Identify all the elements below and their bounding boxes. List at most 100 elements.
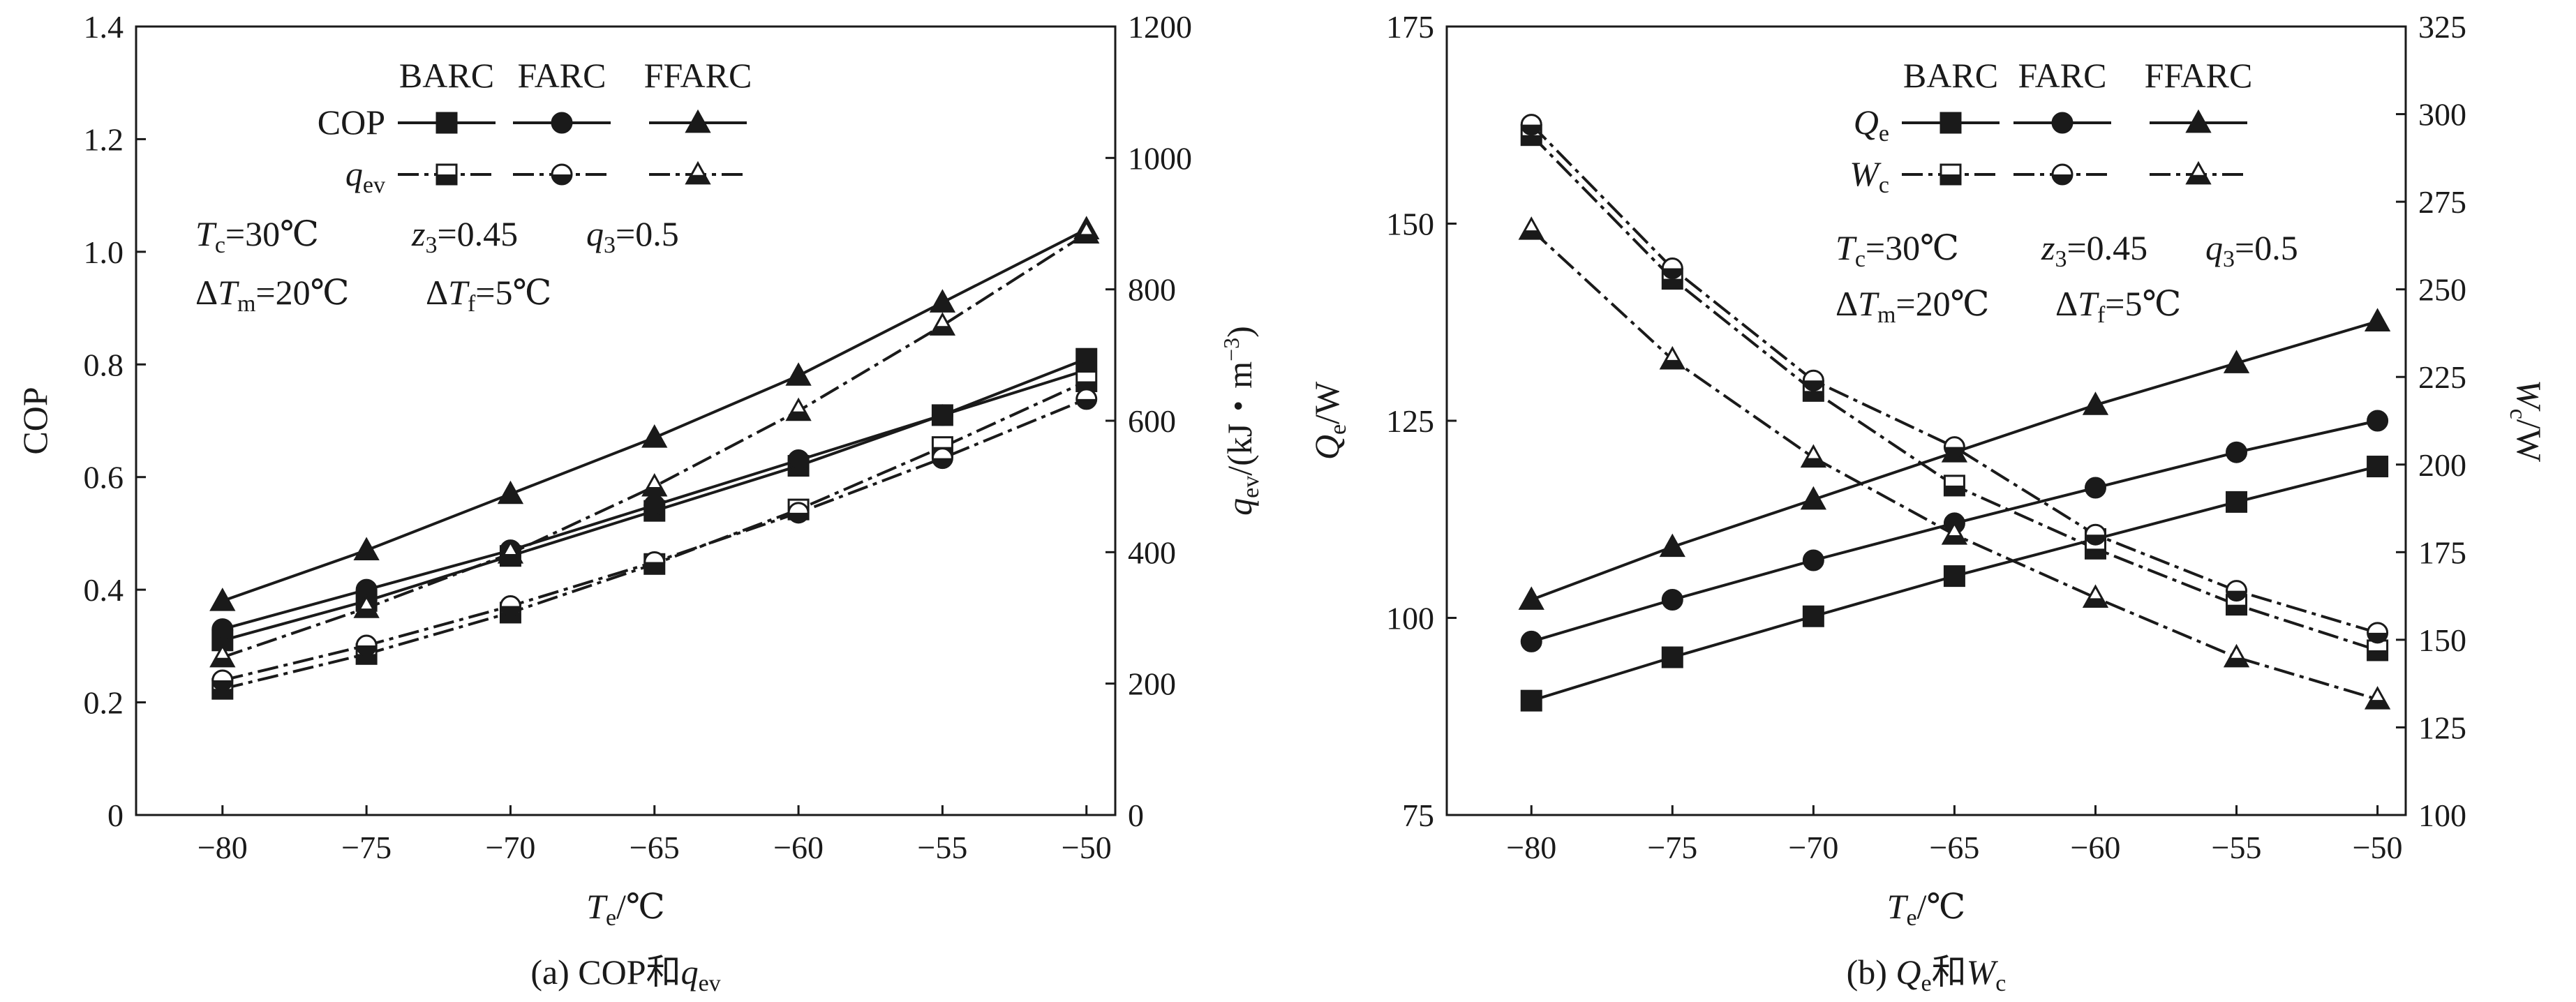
panel-caption: (a) COP和qev — [530, 952, 720, 996]
data-point-half — [212, 680, 232, 690]
x-tick-label: −65 — [630, 830, 680, 865]
data-point-half — [1521, 135, 1542, 145]
x-axis-label: Te/℃ — [586, 887, 665, 931]
data-point-half — [499, 554, 522, 563]
y-left-tick-label: 0.8 — [84, 347, 124, 382]
legend-marker-half — [686, 174, 710, 184]
data-point — [2226, 491, 2248, 513]
y-left-tick-label: 150 — [1386, 207, 1434, 242]
legend-marker-half — [2187, 174, 2210, 184]
y-right-tick-label: 275 — [2418, 184, 2466, 220]
series-5 — [1520, 114, 2389, 644]
annotation-text: z3=0.45 — [2041, 228, 2147, 272]
data-point — [2364, 308, 2391, 331]
y-right-tick-label: 225 — [2418, 359, 2466, 395]
y-right-tick-label: 400 — [1128, 534, 1176, 570]
annotation-text: Tc=30℃ — [195, 214, 319, 258]
y-right-tick-label: 100 — [2418, 798, 2466, 833]
data-point-half — [211, 657, 234, 666]
annotations: Tc=30℃ z3=0.45 q3=0.5 ΔTm=20℃ ΔTf=5℃ — [195, 214, 679, 317]
y-right-tick-label: 200 — [1128, 666, 1176, 702]
y-right-tick-label: 325 — [2418, 9, 2466, 45]
data-point-half — [2085, 548, 2106, 559]
series-line — [222, 227, 1087, 603]
panel-b: −80 −75 −70 −65 −60 −55 −50 75 100 125 150 175 100 12… — [1307, 9, 2549, 996]
legend-marker-half — [1941, 174, 1960, 184]
x-tick-label: −55 — [2212, 830, 2262, 865]
data-point — [2082, 391, 2109, 415]
y-left-tick-label: 0.2 — [84, 685, 124, 721]
x-tick-label: −75 — [341, 830, 392, 865]
y-right-axis-label: Wc/W — [2505, 380, 2549, 463]
plot-frame — [135, 25, 1117, 816]
legend-marker — [435, 112, 458, 134]
series-line — [1530, 124, 2378, 634]
x-tick-label: −60 — [773, 830, 824, 865]
x-tick-label: −50 — [2353, 830, 2403, 865]
data-point — [1659, 533, 1685, 558]
data-point — [1943, 565, 1965, 588]
data-point-half — [2085, 534, 2106, 545]
annotation-text: ΔTf=5℃ — [426, 273, 551, 317]
data-point — [1802, 605, 1824, 627]
legend-column-header: FARC — [518, 56, 606, 95]
y-right-tick-label: 250 — [2418, 272, 2466, 308]
annotation-text: z3=0.45 — [411, 214, 518, 258]
data-point-half — [1662, 278, 1683, 289]
data-point — [1520, 630, 1542, 652]
series-6 — [1518, 216, 2391, 710]
y-right-tick-label: 300 — [2418, 97, 2466, 133]
y-left-axis-label: COP — [15, 387, 54, 454]
x-tick-label: −80 — [1506, 830, 1556, 865]
data-point — [1520, 689, 1542, 712]
data-point-half — [1944, 485, 1965, 495]
data-point — [497, 480, 524, 504]
data-point-half — [1521, 124, 1542, 135]
y-right-tick-label: 125 — [2418, 710, 2466, 745]
y-right-axis-label: qev/(kJ・m−3) — [1219, 326, 1264, 516]
y-left-tick-label: 0.6 — [84, 460, 124, 495]
data-point-half — [2367, 650, 2388, 660]
x-tick-label: −65 — [1929, 830, 1979, 865]
x-tick-label: −55 — [917, 830, 967, 865]
y-left-tick-label: 1.0 — [84, 234, 124, 270]
legend-marker — [2051, 112, 2074, 134]
legend-row-label: Wc — [1849, 154, 1889, 198]
y-left-tick-label: 100 — [1386, 601, 1434, 636]
series-2 — [211, 359, 1098, 641]
annotation-text: q3=0.5 — [2205, 228, 2298, 272]
x-axis-label: Te/℃ — [1887, 887, 1966, 931]
data-point-half — [2225, 657, 2248, 666]
legend-marker-half — [552, 174, 572, 184]
legend-marker — [551, 112, 573, 134]
data-point-half — [500, 606, 521, 616]
panel-caption: (b) Qe和Wc — [1847, 952, 2007, 996]
x-tick-label: −70 — [1788, 830, 1838, 865]
data-point — [353, 537, 380, 561]
data-point-half — [1076, 381, 1096, 391]
data-point-half — [1944, 447, 1965, 457]
data-point — [785, 362, 812, 386]
y-right-tick-label: 600 — [1128, 403, 1176, 439]
data-point — [929, 289, 956, 313]
data-point — [641, 424, 668, 448]
legend: BARC FARC FFARC Qe Wc — [1849, 56, 2252, 198]
data-point-half — [355, 608, 378, 618]
y-left-tick-label: 0 — [107, 798, 124, 833]
legend-marker-half — [437, 174, 456, 184]
data-point-half — [2367, 632, 2388, 643]
y-right-tick-label: 0 — [1128, 798, 1144, 833]
data-point-half — [2366, 700, 2389, 709]
legend-column-header: BARC — [1903, 56, 1998, 95]
y-right-tick-label: 150 — [2418, 622, 2466, 658]
y-left-tick-label: 75 — [1402, 798, 1434, 833]
series-6 — [209, 220, 1100, 668]
data-point-half — [357, 645, 377, 656]
data-point-half — [643, 486, 666, 496]
data-point-half — [1075, 234, 1098, 243]
data-point — [1661, 589, 1683, 611]
data-point-half — [787, 411, 810, 420]
data-point-half — [1943, 535, 1966, 544]
data-point-half — [1520, 230, 1543, 239]
